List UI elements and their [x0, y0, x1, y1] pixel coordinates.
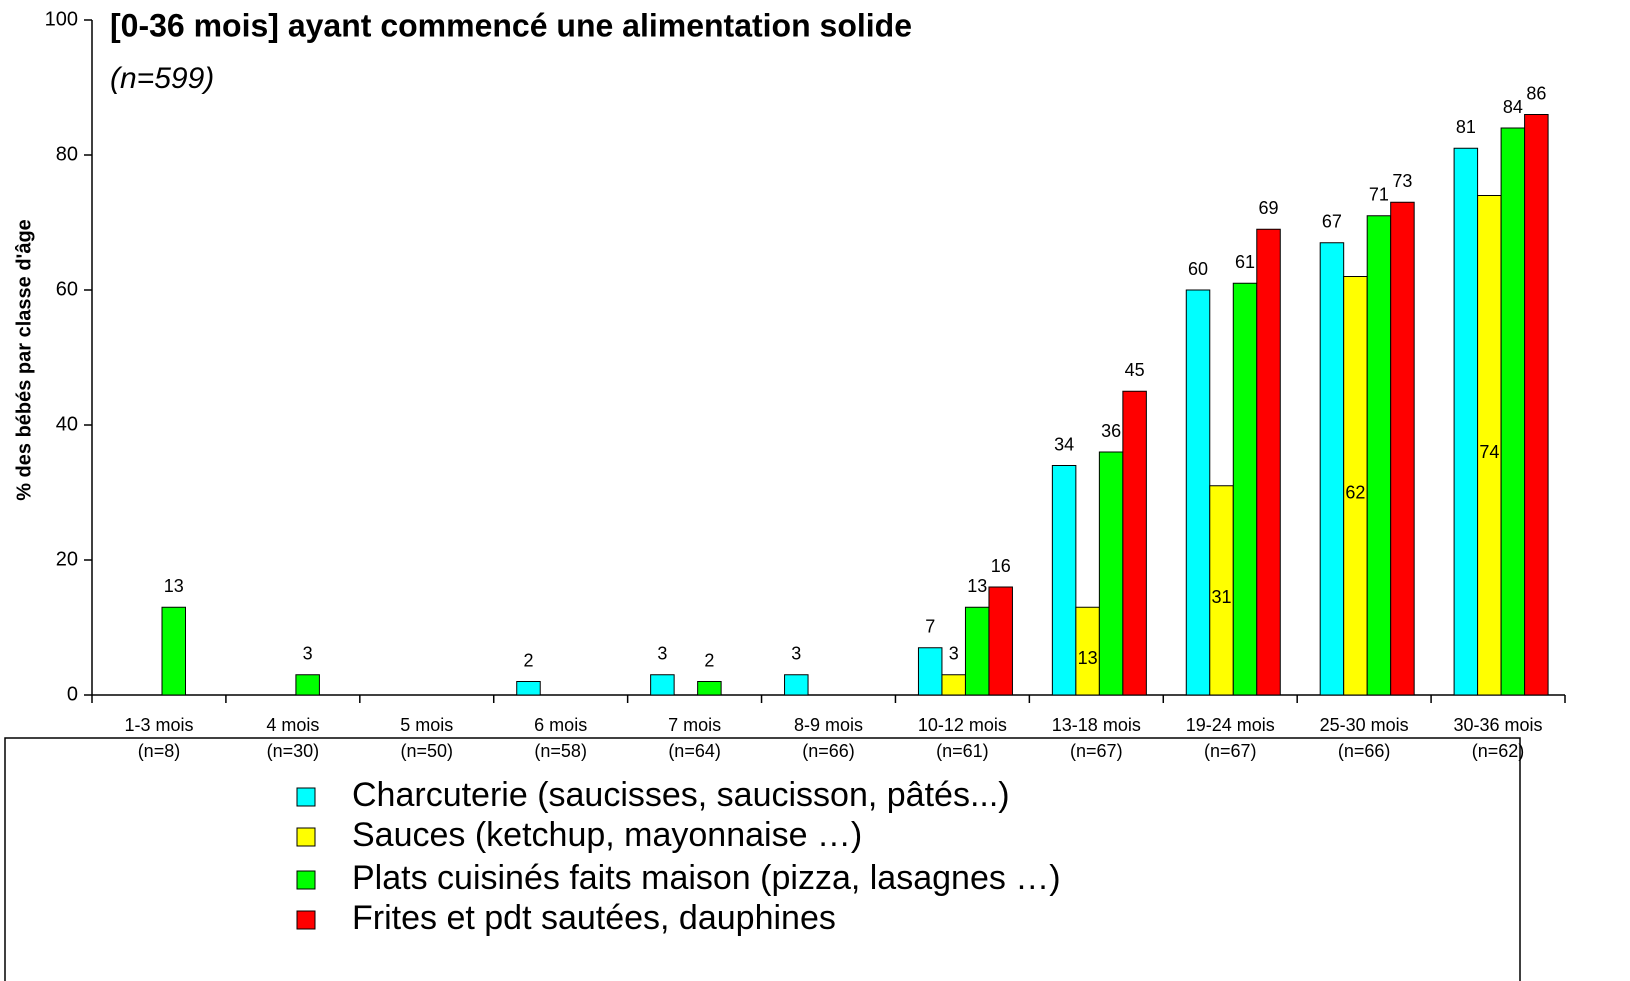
x-tick-note: (n=67) [1070, 741, 1123, 761]
y-tick-label: 60 [56, 278, 78, 300]
data-label: 13 [1078, 648, 1098, 668]
x-tick-note: (n=8) [138, 741, 181, 761]
bar [988, 586, 1013, 696]
x-tick-note: (n=50) [400, 741, 453, 761]
legend-swatch [296, 910, 316, 930]
bar [161, 606, 186, 696]
bar [1390, 201, 1415, 696]
x-tick-note: (n=62) [1472, 741, 1525, 761]
data-label: 34 [1054, 434, 1074, 454]
y-axis-label: % des bébés par classe d'âge [13, 219, 35, 501]
data-label: 81 [1456, 117, 1476, 137]
x-tick-note: (n=58) [534, 741, 587, 761]
data-label: 3 [303, 644, 313, 664]
data-label: 7 [925, 617, 935, 637]
bar [1366, 215, 1392, 696]
x-tick-label: 10-12 mois [918, 715, 1007, 735]
bar [295, 674, 320, 696]
data-label: 2 [523, 650, 533, 670]
data-label: 74 [1479, 442, 1499, 462]
y-tick-label: 0 [67, 683, 78, 705]
data-label: 13 [967, 576, 987, 596]
data-label: 13 [164, 576, 184, 596]
legend-label: Plats cuisinés faits maison (pizza, lasa… [352, 859, 1061, 897]
y-tick-label: 20 [56, 548, 78, 570]
data-label: 62 [1345, 483, 1365, 503]
x-tick-note: (n=64) [668, 741, 721, 761]
x-tick-label: 8-9 mois [794, 715, 863, 735]
data-label: 61 [1235, 252, 1255, 272]
bar [1319, 242, 1345, 696]
data-label: 3 [791, 644, 801, 664]
x-tick-label: 13-18 mois [1052, 715, 1141, 735]
bar [516, 681, 541, 696]
x-tick-note: (n=67) [1204, 741, 1257, 761]
bar [1232, 282, 1258, 696]
x-tick-label: 4 mois [266, 715, 319, 735]
y-tick-label: 100 [45, 8, 78, 30]
x-tick-label: 25-30 mois [1320, 715, 1409, 735]
legend-box [4, 737, 1521, 981]
data-label: 69 [1259, 198, 1279, 218]
chart-subtitle: (n=599) [110, 62, 214, 95]
x-tick-note: (n=30) [267, 741, 320, 761]
x-tick-note: (n=61) [936, 741, 989, 761]
data-label: 3 [657, 644, 667, 664]
bar [1500, 127, 1526, 696]
data-label: 67 [1322, 212, 1342, 232]
bar [1098, 451, 1124, 696]
data-label: 3 [949, 644, 959, 664]
legend-label: Frites et pdt sautées, dauphines [352, 899, 836, 937]
data-label: 45 [1125, 360, 1145, 380]
bar [1524, 114, 1549, 696]
bar [697, 681, 722, 696]
data-label: 73 [1392, 171, 1412, 191]
x-tick-note: (n=66) [802, 741, 855, 761]
bar [917, 647, 943, 696]
bar [784, 674, 809, 696]
data-label: 2 [704, 650, 714, 670]
data-label: 71 [1369, 185, 1389, 205]
x-tick-note: (n=66) [1338, 741, 1391, 761]
data-label: 16 [991, 556, 1011, 576]
bar [964, 606, 990, 696]
bar [941, 674, 966, 696]
legend-swatch [296, 827, 316, 847]
x-tick-label: 1-3 mois [124, 715, 193, 735]
x-tick-label: 6 mois [534, 715, 587, 735]
legend-label: Charcuterie (saucisses, saucisson, pâtés… [352, 776, 1010, 814]
x-tick-label: 30-36 mois [1454, 715, 1543, 735]
bar [1256, 228, 1281, 696]
data-label: 36 [1101, 421, 1121, 441]
legend-swatch [296, 870, 316, 890]
legend-swatch [296, 787, 316, 807]
bar [1051, 465, 1077, 696]
x-tick-label: 19-24 mois [1186, 715, 1275, 735]
data-label: 60 [1188, 259, 1208, 279]
bar [650, 674, 675, 696]
bar [1185, 289, 1211, 696]
y-tick-label: 80 [56, 143, 78, 165]
data-label: 86 [1526, 83, 1546, 103]
bar [1122, 390, 1147, 696]
chart-title: [0-36 mois] ayant commencé une alimentat… [110, 7, 912, 43]
x-tick-label: 5 mois [400, 715, 453, 735]
legend-label: Sauces (ketchup, mayonnaise …) [352, 816, 862, 854]
data-label: 84 [1503, 97, 1523, 117]
x-tick-label: 7 mois [668, 715, 721, 735]
y-tick-label: 40 [56, 413, 78, 435]
bar [1453, 147, 1479, 696]
data-label: 31 [1212, 587, 1232, 607]
